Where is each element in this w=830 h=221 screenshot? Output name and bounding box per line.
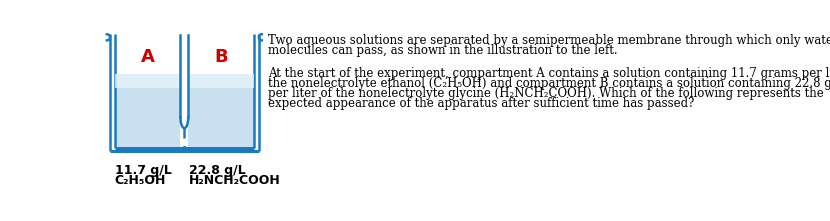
Text: A: A <box>140 48 154 66</box>
Text: 22.8 g/L: 22.8 g/L <box>189 164 246 177</box>
Text: expected appearance of the apparatus after sufficient time has passed?: expected appearance of the apparatus aft… <box>268 97 695 110</box>
Bar <box>188 74 254 88</box>
Text: Two aqueous solutions are separated by a semipermeable membrane through which on: Two aqueous solutions are separated by a… <box>268 34 830 47</box>
Bar <box>115 74 180 148</box>
Text: B: B <box>214 48 228 66</box>
Bar <box>115 74 180 88</box>
Text: H₂NCH₂COOH: H₂NCH₂COOH <box>189 174 281 187</box>
Text: At the start of the experiment, compartment A contains a solution containing 11.: At the start of the experiment, compartm… <box>268 67 830 80</box>
Text: C₂H₅OH: C₂H₅OH <box>115 174 166 187</box>
Text: molecules can pass, as shown in the illustration to the left.: molecules can pass, as shown in the illu… <box>268 44 618 57</box>
Text: 11.7 g/L: 11.7 g/L <box>115 164 172 177</box>
Bar <box>188 74 254 148</box>
Text: per liter of the nonelectrolyte glycine (H₂NCH₂COOH). Which of the following rep: per liter of the nonelectrolyte glycine … <box>268 87 824 100</box>
Text: the nonelectrolyte ethanol (C₂H₅OH) and compartment B contains a solution contai: the nonelectrolyte ethanol (C₂H₅OH) and … <box>268 76 830 90</box>
